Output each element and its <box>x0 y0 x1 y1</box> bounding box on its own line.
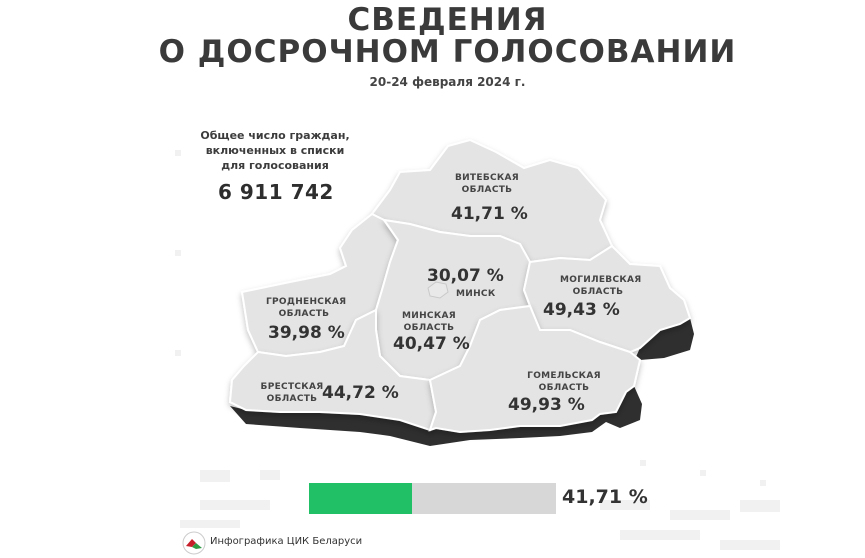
minsk-oblast-percent: 40,47 % <box>393 334 470 354</box>
grodno-name-line-2: ОБЛАСТЬ <box>278 309 330 319</box>
vitebsk-percent: 41,71 % <box>451 204 528 224</box>
mogilev-name-line-1: МОГИЛЕВСКАЯ <box>560 275 642 285</box>
brest-name: БРЕСТСКАЯ ОБЛАСТЬ <box>260 381 324 405</box>
brest-name-line-2: ОБЛАСТЬ <box>266 394 318 404</box>
mogilev-name: МОГИЛЕВСКАЯ ОБЛАСТЬ <box>560 274 642 298</box>
minsk-oblast-name-line-1: МИНСКАЯ <box>402 311 456 321</box>
date-range: 20-24 февраля 2024 г. <box>369 75 526 89</box>
grodno-name-line-1: ГРОДНЕНСКАЯ <box>266 297 347 307</box>
total-voters-label: Общее число граждан, включенных в списки… <box>200 128 350 173</box>
cec-logo-icon <box>182 531 206 555</box>
brest-name-line-1: БРЕСТСКАЯ <box>260 382 324 392</box>
gomel-name-line-1: ГОМЕЛЬСКАЯ <box>527 371 601 381</box>
footer-credit: Инфографика ЦИК Беларуси <box>210 536 363 547</box>
grodno-name: ГРОДНЕНСКАЯ ОБЛАСТЬ <box>266 296 347 320</box>
vitebsk-name-line-2: ОБЛАСТЬ <box>461 185 513 195</box>
vitebsk-name-line-1: ВИТЕБСКАЯ <box>454 173 520 183</box>
brest-percent: 44,72 % <box>322 383 399 403</box>
total-voters-value: 6 911 742 <box>218 180 334 204</box>
page-title-line-1: СВЕДЕНИЯ <box>347 2 548 38</box>
progress-bar-value: 41,71 % <box>562 486 648 508</box>
page-title-line-2: О ДОСРОЧНОМ ГОЛОСОВАНИИ <box>158 34 737 70</box>
minsk-oblast-name-line-2: ОБЛАСТЬ <box>403 323 455 333</box>
total-label-line-1: Общее число граждан, <box>200 129 350 142</box>
total-label-line-3: для голосования <box>221 159 329 172</box>
progress-bar-track <box>309 483 556 514</box>
vitebsk-name: ВИТЕБСКАЯ ОБЛАСТЬ <box>449 172 525 196</box>
mogilev-name-line-2: ОБЛАСТЬ <box>572 287 624 297</box>
minsk-oblast-name: МИНСКАЯ ОБЛАСТЬ <box>397 310 461 334</box>
minsk-city-percent: 30,07 % <box>427 266 504 286</box>
mogilev-percent: 49,43 % <box>543 300 620 320</box>
gomel-name: ГОМЕЛЬСКАЯ ОБЛАСТЬ <box>526 370 602 394</box>
gomel-percent: 49,93 % <box>508 395 585 415</box>
total-label-line-2: включенных в списки <box>205 144 345 157</box>
minsk-city-name: МИНСК <box>456 289 496 299</box>
progress-bar-fill <box>309 483 413 514</box>
region-minsk-city <box>427 281 449 299</box>
region-gomel <box>428 304 642 434</box>
grodno-percent: 39,98 % <box>268 323 345 343</box>
gomel-name-line-2: ОБЛАСТЬ <box>538 383 590 393</box>
